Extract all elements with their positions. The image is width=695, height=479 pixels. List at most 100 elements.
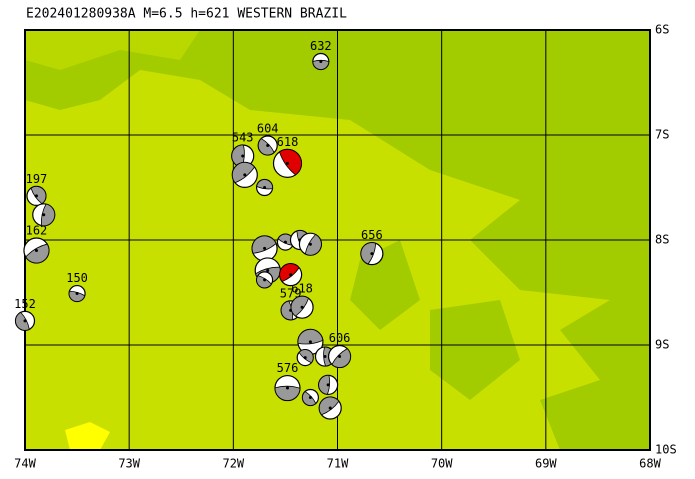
beachball-compression (290, 295, 310, 317)
beachball-compression (256, 275, 272, 289)
focal-mechanism (231, 144, 255, 168)
focal-mechanism (255, 178, 274, 197)
beachball-center (263, 186, 267, 189)
beachball-center (243, 173, 247, 177)
focal-mechanism (301, 388, 320, 407)
beachball-center (286, 386, 289, 390)
beachball-compression (318, 375, 331, 395)
depth-label: 150 (66, 271, 88, 285)
beachball-center (308, 242, 312, 246)
map-frame (24, 29, 651, 451)
beachball-compression (312, 59, 330, 70)
focal-mechanism (14, 310, 36, 331)
lon-tick-label: 71W (327, 457, 349, 471)
focal-mechanism (327, 344, 352, 369)
beachball-center (308, 396, 312, 399)
focal-mechanism (298, 232, 323, 256)
beachball-compression (304, 233, 322, 256)
beachball-center (266, 268, 270, 272)
depth-label: 656 (361, 228, 383, 242)
focal-mechanism (32, 203, 56, 227)
beachball-center (289, 273, 293, 277)
focal-mechanism (251, 235, 278, 262)
beachball-center (326, 383, 330, 387)
focal-mechanism (312, 52, 330, 71)
beachball-compression (278, 148, 302, 176)
beachball-compression (298, 349, 314, 364)
depth-label: 606 (329, 331, 351, 345)
lon-tick-label: 73W (118, 457, 140, 471)
focal-mechanism (255, 271, 274, 289)
focal-mechanism (68, 284, 86, 303)
focal-mechanism (272, 148, 303, 178)
beachball-compression (274, 385, 301, 401)
beachball-center (283, 240, 287, 244)
depth-label: 197 (26, 172, 48, 186)
beachball-center (303, 356, 307, 360)
beachball-compression (297, 329, 324, 345)
beachball-center (308, 340, 312, 344)
depth-label: 579 (280, 286, 302, 300)
beachball-center (370, 252, 374, 256)
focal-mechanism (297, 328, 324, 355)
beachball-compression (231, 144, 245, 168)
depth-label: 576 (277, 361, 299, 375)
beachball-center (263, 278, 267, 282)
beachball-center (328, 406, 332, 410)
depth-label: 632 (310, 39, 332, 53)
beachball-compression (251, 235, 277, 254)
beachball-center (75, 292, 79, 296)
beachball-compression (256, 179, 273, 190)
lon-tick-label: 69W (535, 457, 557, 471)
beachball-compression (257, 138, 275, 156)
focal-mechanism (257, 135, 278, 156)
beachball-center (286, 161, 289, 165)
lon-tick-label: 68W (639, 457, 661, 471)
focal-mechanism (23, 237, 50, 264)
beachball-compression (30, 186, 47, 205)
depth-label: 618 (277, 135, 299, 149)
depth-label: 162 (26, 224, 48, 238)
beachball-center (323, 355, 327, 359)
beachball-compression (318, 396, 340, 416)
beachball-center (263, 246, 267, 250)
beachball-compression (360, 242, 377, 265)
lowland-patch (65, 422, 110, 450)
beachball-center (300, 305, 304, 309)
focal-mechanism (26, 185, 47, 206)
lat-tick-label: 9S (655, 338, 669, 352)
beachball-center (34, 249, 38, 252)
beachball-compression (331, 348, 351, 368)
lat-tick-label: 6S (655, 23, 669, 37)
beachball-center (319, 60, 323, 63)
depth-label: 618 (291, 282, 313, 296)
beachball-compression (231, 162, 256, 184)
depth-label: 543 (232, 131, 254, 145)
beachball-compression (25, 243, 50, 264)
lon-tick-label: 72W (222, 457, 244, 471)
lon-tick-label: 74W (14, 457, 36, 471)
beachball-compression (68, 290, 86, 302)
plain (25, 30, 200, 70)
ridge (430, 300, 520, 400)
focal-mechanism (360, 242, 384, 266)
focal-mechanism (318, 396, 342, 420)
lat-tick-label: 10S (655, 443, 677, 457)
focal-mechanism (276, 233, 295, 251)
focal-mechanism (274, 374, 301, 402)
depth-label: 604 (257, 122, 279, 136)
beachball-center (23, 319, 27, 323)
lat-tick-label: 7S (655, 128, 669, 142)
lon-tick-label: 70W (431, 457, 453, 471)
beachball-center (34, 194, 38, 198)
beachball-compression (302, 391, 317, 406)
beachball-center (42, 213, 46, 217)
focal-mechanism (296, 349, 314, 367)
focal-mechanism (290, 295, 314, 319)
beachball-center (241, 154, 245, 158)
beachball-center (338, 355, 342, 359)
beachball-center (266, 144, 270, 147)
focal-mechanism (318, 374, 339, 395)
depth-label: 152 (14, 297, 36, 311)
